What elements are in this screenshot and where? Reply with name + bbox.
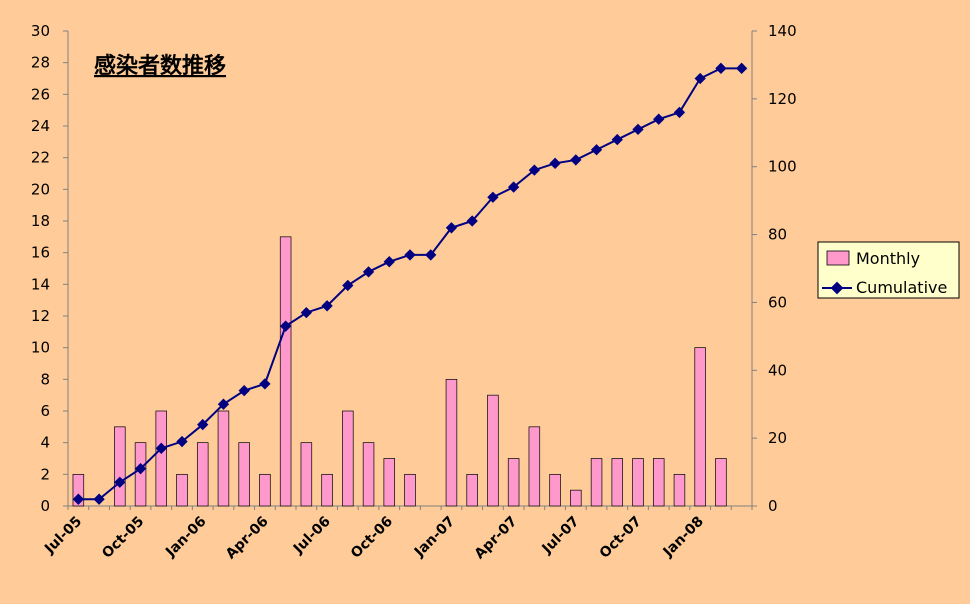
bar-monthly: [279, 236, 292, 507]
legend: Monthly Cumulative: [817, 241, 960, 299]
bar-monthly: [528, 426, 541, 507]
point-cumulative: [300, 306, 313, 319]
bar-monthly: [466, 473, 478, 507]
point-cumulative: [197, 418, 209, 431]
y-left-tick-label: 18: [31, 212, 50, 230]
bar-monthly: [300, 442, 313, 507]
y-right-tick-label: 80: [768, 226, 787, 244]
point-cumulative: [217, 398, 230, 410]
y-left-tick-label: 6: [40, 402, 50, 420]
bar-monthly: [694, 347, 706, 507]
bar-monthly: [652, 458, 665, 507]
bar-monthly: [673, 473, 686, 507]
point-cumulative: [549, 157, 561, 169]
y-left-tick-label: 26: [31, 85, 50, 103]
point-cumulative: [259, 378, 271, 390]
point-cumulative: [383, 256, 395, 268]
bar-monthly: [72, 473, 85, 507]
y-right-tick-label: 0: [768, 497, 778, 515]
bar-monthly: [176, 473, 188, 507]
bar-monthly: [404, 473, 416, 507]
point-cumulative: [404, 249, 416, 261]
y-right-tick-label: 140: [768, 22, 797, 40]
bar-monthly: [590, 458, 603, 507]
point-cumulative: [238, 384, 250, 397]
point-cumulative: [155, 442, 167, 454]
y-left-tick-label: 8: [40, 370, 50, 388]
y-left-tick-label: 22: [31, 149, 50, 167]
legend-monthly-swatch: [826, 250, 850, 266]
point-cumulative: [134, 463, 147, 475]
point-cumulative: [445, 222, 458, 234]
y-left-tick-label: 24: [31, 117, 50, 135]
bar-monthly: [383, 458, 396, 507]
point-cumulative: [487, 191, 499, 203]
bar-monthly: [217, 410, 230, 507]
bar-monthly: [238, 442, 250, 507]
y-left-tick-label: 2: [40, 465, 50, 483]
point-cumulative: [466, 215, 478, 227]
point-cumulative: [176, 435, 188, 448]
bar-monthly: [196, 442, 209, 507]
y-right-tick-label: 20: [768, 429, 787, 447]
bar-monthly: [487, 394, 499, 507]
y-left-tick-label: 10: [31, 339, 50, 357]
y-right-tick-label: 60: [768, 293, 787, 311]
point-cumulative: [590, 144, 603, 156]
y-left-tick-label: 0: [40, 497, 50, 515]
bar-monthly: [362, 442, 375, 507]
y-left-tick-label: 4: [40, 434, 50, 452]
y-left-tick-label: 14: [31, 275, 50, 293]
point-cumulative: [362, 266, 375, 278]
bar-monthly: [507, 458, 520, 507]
point-cumulative: [425, 249, 437, 261]
point-cumulative: [279, 320, 292, 332]
y-left-tick-label: 16: [31, 244, 50, 262]
point-cumulative: [342, 279, 354, 292]
bar-monthly: [611, 458, 624, 507]
legend-cumulative-label: Cumulative: [856, 278, 947, 297]
y-right-tick-label: 40: [768, 361, 787, 379]
bar-monthly: [155, 410, 168, 507]
chart-title: 感染者数推移: [94, 53, 226, 79]
bar-monthly: [342, 410, 354, 507]
point-cumulative: [321, 300, 333, 312]
y-left-tick-label: 20: [31, 180, 50, 198]
bar-monthly: [549, 473, 561, 507]
y-right-tick-label: 100: [768, 158, 797, 176]
bar-monthly: [114, 426, 126, 507]
point-cumulative: [528, 164, 541, 176]
y-left-tick-label: 28: [31, 54, 50, 72]
bar-monthly: [445, 378, 458, 507]
bar-monthly: [321, 473, 333, 507]
bar-monthly: [570, 489, 582, 507]
bar-monthly: [715, 458, 727, 507]
legend-monthly-label: Monthly: [856, 249, 920, 268]
point-cumulative: [570, 154, 582, 166]
y-left-tick-label: 30: [31, 22, 50, 40]
point-cumulative: [507, 181, 520, 193]
y-left-tick-label: 12: [31, 307, 50, 325]
point-cumulative: [611, 133, 623, 146]
bar-monthly: [632, 458, 644, 507]
y-right-tick-label: 120: [768, 90, 797, 108]
bar-monthly: [259, 473, 271, 507]
